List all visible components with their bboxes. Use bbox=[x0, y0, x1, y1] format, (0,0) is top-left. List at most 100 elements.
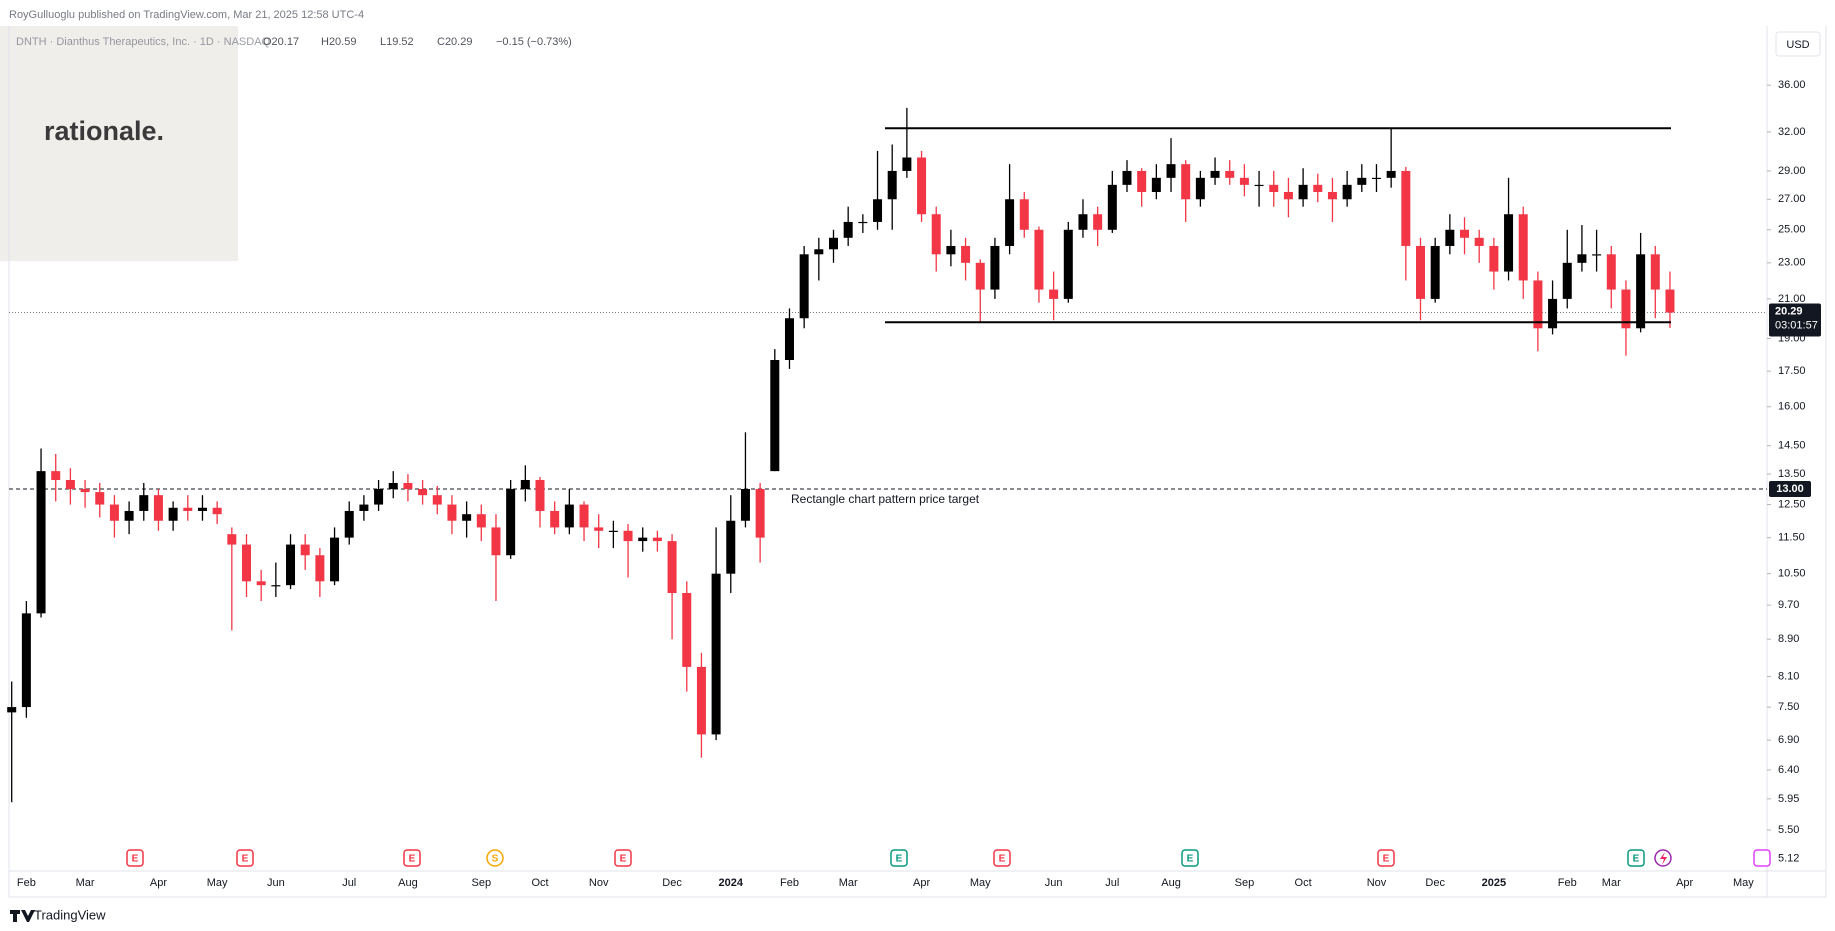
candle-body bbox=[652, 537, 662, 542]
event-label: E bbox=[1187, 854, 1194, 865]
x-tick-label: Feb bbox=[780, 877, 799, 889]
x-tick-label: May bbox=[1733, 877, 1754, 889]
x-tick-label: Aug bbox=[398, 877, 418, 889]
x-tick-label: Dec bbox=[662, 877, 682, 889]
event-marker[interactable] bbox=[126, 849, 144, 867]
y-tick-label: 12.50 bbox=[1778, 498, 1806, 510]
candle-body bbox=[1195, 177, 1205, 200]
candle-body bbox=[315, 555, 325, 582]
event-marker[interactable] bbox=[486, 849, 504, 867]
y-tick-label: 25.00 bbox=[1778, 224, 1806, 236]
event-marker[interactable] bbox=[1627, 849, 1645, 867]
last-price-tag bbox=[1769, 303, 1821, 337]
candle-body bbox=[829, 237, 838, 250]
candle-body bbox=[153, 495, 163, 521]
candle-body bbox=[1577, 254, 1587, 263]
candle-body bbox=[1357, 177, 1367, 185]
candle-body bbox=[168, 507, 178, 521]
candle-body bbox=[1327, 191, 1337, 200]
change: −0.15 (−0.73%) bbox=[496, 36, 572, 48]
candle-body bbox=[286, 544, 296, 586]
candle-body bbox=[667, 541, 677, 594]
x-tick-label: May bbox=[970, 877, 991, 889]
x-tick-label: Oct bbox=[1295, 877, 1312, 889]
x-tick-label: Oct bbox=[531, 877, 548, 889]
target-text: Rectangle chart pattern price target bbox=[791, 492, 980, 506]
candle-body bbox=[1225, 170, 1235, 178]
x-tick-label: Dec bbox=[1425, 877, 1445, 889]
event-marker[interactable] bbox=[236, 849, 254, 867]
candle-body bbox=[1371, 177, 1381, 180]
candle-body bbox=[197, 507, 207, 511]
candle-body bbox=[1650, 254, 1660, 290]
x-tick-label: May bbox=[207, 877, 228, 889]
event-marker[interactable] bbox=[403, 849, 421, 867]
candle-body bbox=[432, 495, 442, 505]
candle-body bbox=[330, 537, 340, 582]
x-tick-label: 2025 bbox=[1482, 877, 1506, 889]
candle-body bbox=[740, 489, 750, 521]
candle-body bbox=[1533, 280, 1543, 329]
target-tag-label: 13.00 bbox=[1776, 483, 1804, 495]
candle-body bbox=[1621, 289, 1631, 329]
candle-body bbox=[212, 507, 222, 515]
event-marker[interactable] bbox=[1181, 849, 1199, 867]
candle-body bbox=[21, 613, 31, 708]
candle-body bbox=[1254, 184, 1264, 187]
candle-body bbox=[1489, 245, 1499, 272]
candle-body bbox=[1063, 229, 1073, 299]
candle-body bbox=[696, 666, 706, 735]
event-marker[interactable] bbox=[993, 849, 1011, 867]
candle-body bbox=[1386, 170, 1396, 178]
event-label: E bbox=[1383, 854, 1390, 865]
event-marker-edge[interactable] bbox=[1753, 849, 1771, 867]
candle-body bbox=[1166, 164, 1176, 178]
currency-button[interactable] bbox=[1775, 31, 1821, 57]
logo-box bbox=[0, 26, 238, 261]
candle-body bbox=[770, 360, 780, 472]
candle-body bbox=[506, 489, 516, 556]
y-tick-label: 8.10 bbox=[1778, 670, 1799, 682]
x-tick-label: Apr bbox=[1676, 877, 1693, 889]
candle-body bbox=[242, 544, 251, 582]
event-marker[interactable] bbox=[1377, 849, 1395, 867]
open: O20.17 bbox=[263, 36, 299, 48]
footer-logo: TradingView bbox=[10, 907, 106, 922]
y-tick-label: 6.40 bbox=[1778, 764, 1799, 776]
candle-body bbox=[1430, 245, 1440, 299]
x-tick-label: Mar bbox=[839, 877, 858, 889]
candle-body bbox=[1137, 170, 1147, 192]
low: L19.52 bbox=[380, 36, 414, 48]
x-tick-label: Apr bbox=[913, 877, 930, 889]
candle-body bbox=[7, 707, 17, 713]
x-tick-label: Sep bbox=[1235, 877, 1255, 889]
candle-body bbox=[1518, 214, 1528, 281]
candle-body bbox=[1181, 164, 1191, 200]
candle-body bbox=[51, 471, 61, 480]
x-tick-label: Feb bbox=[17, 877, 36, 889]
candle-body bbox=[95, 492, 105, 505]
candle-body bbox=[1342, 184, 1352, 200]
x-tick-label: Nov bbox=[589, 877, 609, 889]
publisher: RoyGulluoglu published on TradingView.co… bbox=[9, 9, 364, 21]
event-label: E bbox=[409, 854, 416, 865]
candle-body bbox=[491, 527, 501, 556]
candle-body bbox=[476, 514, 486, 528]
y-tick-label: 27.00 bbox=[1778, 193, 1806, 205]
x-tick-label: Apr bbox=[150, 877, 167, 889]
x-tick-label: Jul bbox=[1105, 877, 1119, 889]
candle-body bbox=[36, 471, 46, 614]
candle-body bbox=[344, 510, 354, 538]
y-tick-label: 29.00 bbox=[1778, 165, 1806, 177]
candle-body bbox=[1504, 214, 1514, 272]
event-marker[interactable] bbox=[614, 849, 632, 867]
event-marker[interactable] bbox=[890, 849, 908, 867]
candle-body bbox=[711, 573, 721, 735]
candle-body bbox=[359, 504, 369, 511]
x-tick-label: Nov bbox=[1367, 877, 1387, 889]
y-tick-label: 11.50 bbox=[1778, 532, 1805, 544]
candle-body bbox=[873, 199, 883, 222]
x-tick-label: Jun bbox=[267, 877, 285, 889]
candle-body bbox=[80, 489, 90, 493]
